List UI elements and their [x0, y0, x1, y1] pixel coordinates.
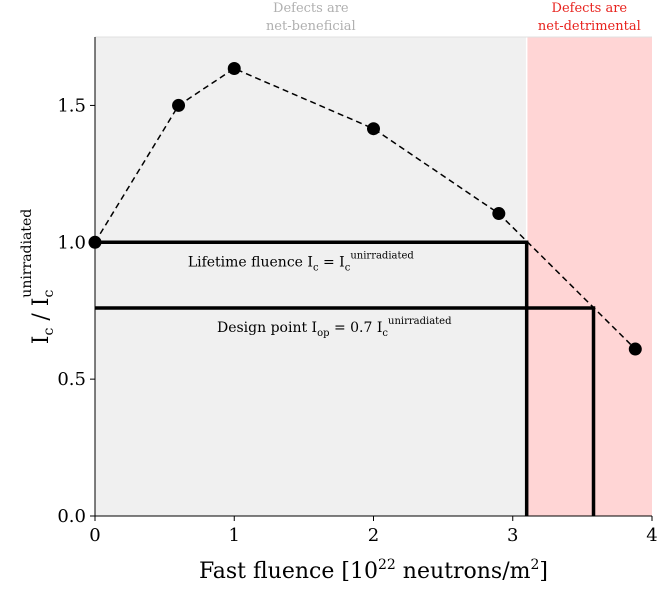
x-tick-label-4: 4	[646, 525, 657, 546]
data-point-4	[492, 207, 506, 221]
data-point-1	[172, 98, 186, 112]
x-axis-label: Fast fluence [1022 neutrons/m2]	[199, 557, 548, 584]
y-axis-label: Ic / Icunirradiated	[19, 209, 57, 344]
data-point-3	[367, 122, 380, 136]
region-label-1-line1: Defects are	[552, 1, 628, 16]
reference-label-1: Design point Iop = 0.7 Icunirradiated	[217, 316, 452, 339]
y-tick-label-1: 0.5	[57, 369, 86, 390]
x-tick-label-0: 0	[89, 525, 100, 546]
x-tick-label-3: 3	[507, 525, 518, 546]
region-label-0-line1: Defects are	[273, 1, 349, 16]
series-0-line	[94, 67, 636, 350]
region-label-0-line2: net-beneficial	[266, 19, 356, 34]
x-tick-label-1: 1	[229, 525, 240, 546]
y-tick-label-3: 1.5	[57, 95, 86, 116]
reference-line-0	[95, 240, 529, 516]
y-tick-label-0: 0.0	[57, 506, 86, 527]
data-point-5	[628, 342, 642, 356]
region-1	[526, 37, 652, 516]
y-tick-label-2: 1.0	[57, 232, 86, 253]
data-point-2	[227, 61, 241, 75]
x-tick-label-2: 2	[368, 525, 379, 546]
reference-label-0: Lifetime fluence Ic = Icunirradiated	[188, 250, 415, 273]
region-label-1-line2: net-detrimental	[538, 19, 641, 34]
region-0	[95, 37, 527, 516]
